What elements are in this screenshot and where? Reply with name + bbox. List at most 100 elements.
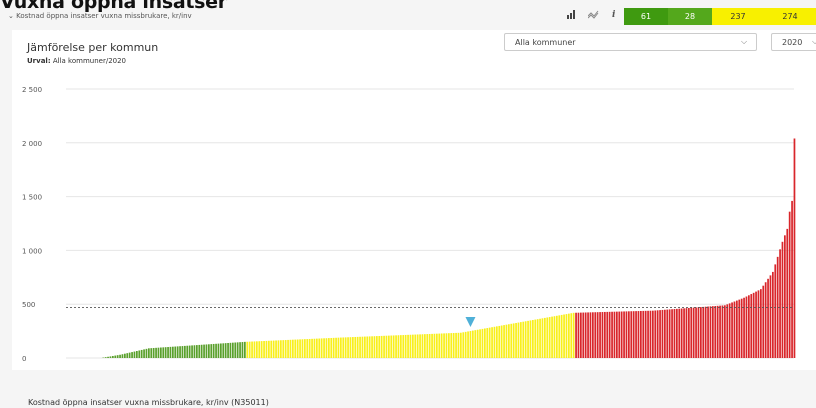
bar — [498, 325, 501, 358]
bar — [121, 354, 124, 358]
bar — [292, 339, 294, 358]
bar — [438, 333, 441, 358]
bar — [280, 340, 282, 358]
bar — [301, 339, 304, 358]
bar — [764, 282, 767, 358]
bar — [217, 343, 220, 358]
bar — [551, 316, 553, 358]
bar — [596, 312, 599, 358]
bar — [256, 341, 258, 358]
bar — [572, 312, 575, 358]
count-yellow-2[interactable]: 274 — [764, 8, 816, 25]
y-tick-label: 0 — [22, 355, 26, 363]
bar — [400, 335, 402, 358]
bar — [450, 333, 453, 358]
bar — [368, 336, 371, 358]
bar — [570, 313, 573, 358]
bar — [462, 332, 465, 358]
bar — [270, 340, 273, 358]
bar — [361, 336, 364, 358]
bar — [712, 306, 714, 358]
bar — [352, 337, 354, 358]
bar — [112, 355, 114, 358]
bar — [680, 308, 683, 358]
bar — [560, 314, 563, 358]
bar — [594, 312, 597, 358]
bar — [714, 305, 717, 358]
bar — [452, 333, 455, 358]
trend-icon[interactable] — [587, 10, 599, 22]
bar — [793, 138, 796, 358]
bar — [632, 311, 635, 358]
bar — [234, 342, 237, 358]
bar — [184, 345, 186, 358]
count-yellow[interactable]: 237 — [712, 8, 764, 25]
bar — [318, 338, 321, 358]
bar — [774, 264, 777, 358]
bar — [457, 332, 460, 358]
bar — [721, 305, 724, 358]
count-green-light[interactable]: 28 — [668, 8, 712, 25]
bar — [503, 325, 505, 358]
bar — [376, 336, 378, 358]
bar — [548, 317, 551, 358]
chevron-down-icon: ⌄ — [8, 12, 14, 20]
bar — [181, 346, 184, 358]
bar — [606, 311, 609, 358]
bar — [424, 334, 426, 358]
bar — [493, 326, 496, 358]
bar — [205, 344, 208, 358]
bar — [616, 311, 618, 358]
bar — [642, 310, 645, 358]
selection-label: Urval: — [27, 57, 51, 65]
bar — [366, 336, 369, 358]
bar — [109, 356, 112, 358]
bar — [294, 339, 297, 358]
bar — [769, 275, 772, 358]
bar — [683, 308, 685, 358]
bar — [491, 327, 493, 358]
bar-chart-icon[interactable] — [566, 10, 576, 22]
bar — [148, 348, 150, 358]
bar — [760, 289, 762, 358]
bar — [440, 333, 443, 358]
bar — [155, 347, 157, 358]
bar — [695, 307, 697, 358]
bar — [659, 310, 661, 358]
bar — [244, 341, 246, 358]
bar — [505, 324, 508, 358]
bar — [428, 333, 431, 358]
bar — [212, 343, 215, 358]
bar — [179, 346, 181, 358]
municipality-select[interactable]: Alla kommuner ⌵ — [504, 33, 757, 51]
bar — [702, 306, 705, 358]
year-select[interactable]: 2020 ⌵ — [771, 33, 816, 51]
bar — [414, 334, 417, 358]
bar — [402, 335, 405, 358]
bar — [136, 351, 138, 358]
bar — [731, 302, 733, 358]
bar — [126, 353, 129, 358]
bar — [726, 304, 729, 358]
bar — [668, 309, 671, 358]
bar — [239, 342, 241, 358]
bar — [700, 307, 702, 358]
bar — [690, 307, 693, 358]
bar — [395, 335, 397, 358]
count-green[interactable]: 61 — [624, 8, 668, 25]
bar — [390, 335, 393, 358]
bar — [188, 345, 191, 358]
bar — [224, 343, 227, 358]
info-icon[interactable]: i — [612, 10, 616, 20]
bar — [625, 311, 628, 358]
bar — [443, 333, 445, 358]
bar — [164, 347, 167, 358]
bar — [119, 354, 121, 358]
bar — [282, 340, 285, 358]
bar — [258, 341, 261, 358]
bar — [539, 318, 541, 358]
bar — [673, 309, 676, 358]
bar — [196, 345, 198, 358]
bar — [546, 317, 549, 358]
breadcrumb[interactable]: ⌄ Kostnad öppna insatser vuxna missbruka… — [8, 12, 192, 20]
